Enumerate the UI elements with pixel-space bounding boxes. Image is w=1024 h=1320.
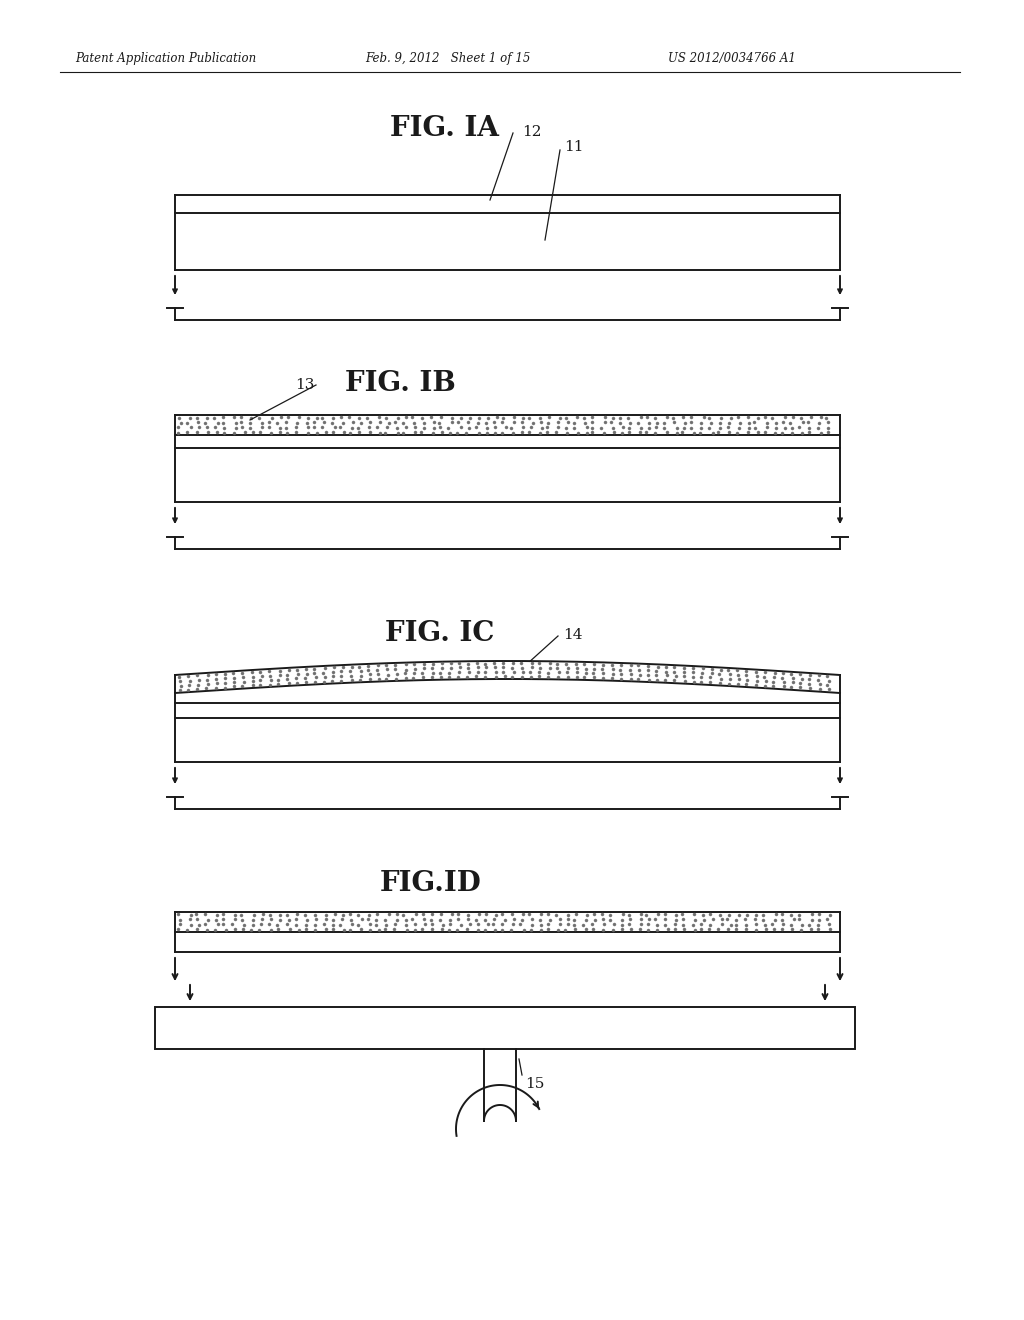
Text: 11: 11 (564, 140, 584, 154)
Text: 13: 13 (295, 378, 314, 392)
Text: FIG. IB: FIG. IB (345, 370, 456, 397)
Text: FIG. IA: FIG. IA (390, 115, 499, 143)
Bar (155, 1007, 855, 1049)
Text: 15: 15 (525, 1077, 545, 1092)
Text: 12: 12 (522, 125, 542, 139)
Text: Feb. 9, 2012   Sheet 1 of 15: Feb. 9, 2012 Sheet 1 of 15 (365, 51, 530, 65)
Text: FIG. IC: FIG. IC (385, 620, 495, 647)
Text: US 2012/0034766 A1: US 2012/0034766 A1 (668, 51, 796, 65)
Text: FIG.ID: FIG.ID (380, 870, 481, 898)
Text: Patent Application Publication: Patent Application Publication (75, 51, 256, 65)
Text: 14: 14 (563, 628, 583, 642)
